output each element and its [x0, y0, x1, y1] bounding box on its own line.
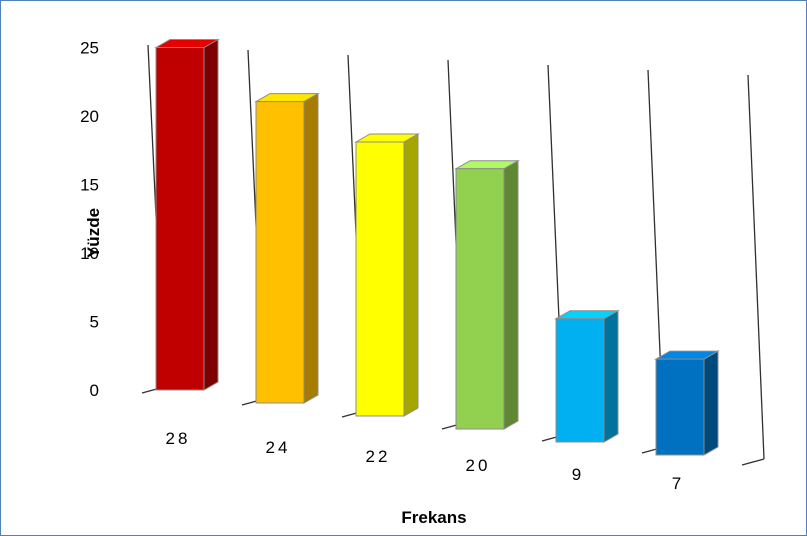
bar-side-face: [703, 350, 719, 456]
bar: [654, 350, 720, 456]
bar-side-face: [503, 159, 519, 430]
divider-floor-line: [741, 458, 765, 466]
y-tick-label: 20: [80, 107, 99, 126]
bar-side-face: [303, 92, 319, 404]
y-tick-label: 10: [80, 244, 99, 263]
bar-side-face: [403, 133, 419, 417]
x-axis-title: Frekans: [401, 508, 466, 527]
bar-front-face: [155, 47, 205, 391]
bar-front-face: [255, 101, 305, 404]
x-tick-label: 22: [366, 447, 391, 466]
bar: [254, 92, 320, 404]
bar-front-face: [455, 168, 505, 430]
y-tick-label: 15: [80, 176, 99, 195]
y-tick-label: 5: [90, 313, 99, 332]
bar-front-face: [655, 358, 705, 456]
x-tick-label: 28: [166, 429, 191, 448]
x-tick-label: 9: [572, 465, 584, 484]
bar-front-face: [555, 318, 605, 443]
y-tick-label: 25: [80, 39, 99, 58]
divider-line: [747, 74, 765, 460]
bar: [354, 133, 420, 417]
bar-front-face: [355, 141, 405, 417]
y-tick-label: 0: [90, 381, 99, 400]
y-axis-title: Yüzde: [84, 208, 103, 258]
x-tick-label: 24: [266, 438, 291, 457]
bar: [554, 309, 620, 443]
bar-side-face: [203, 38, 219, 391]
y-axis-tick-labels: 0 5 10 15 20 25: [80, 39, 99, 401]
x-tick-label: 7: [672, 474, 684, 493]
bar-side-face: [603, 309, 619, 443]
bar: [154, 38, 220, 391]
bars: [154, 38, 720, 456]
x-tick-label: 20: [466, 456, 491, 475]
bar: [454, 159, 520, 430]
x-axis-tick-labels: 28 24 22 20 9 7: [166, 429, 684, 493]
